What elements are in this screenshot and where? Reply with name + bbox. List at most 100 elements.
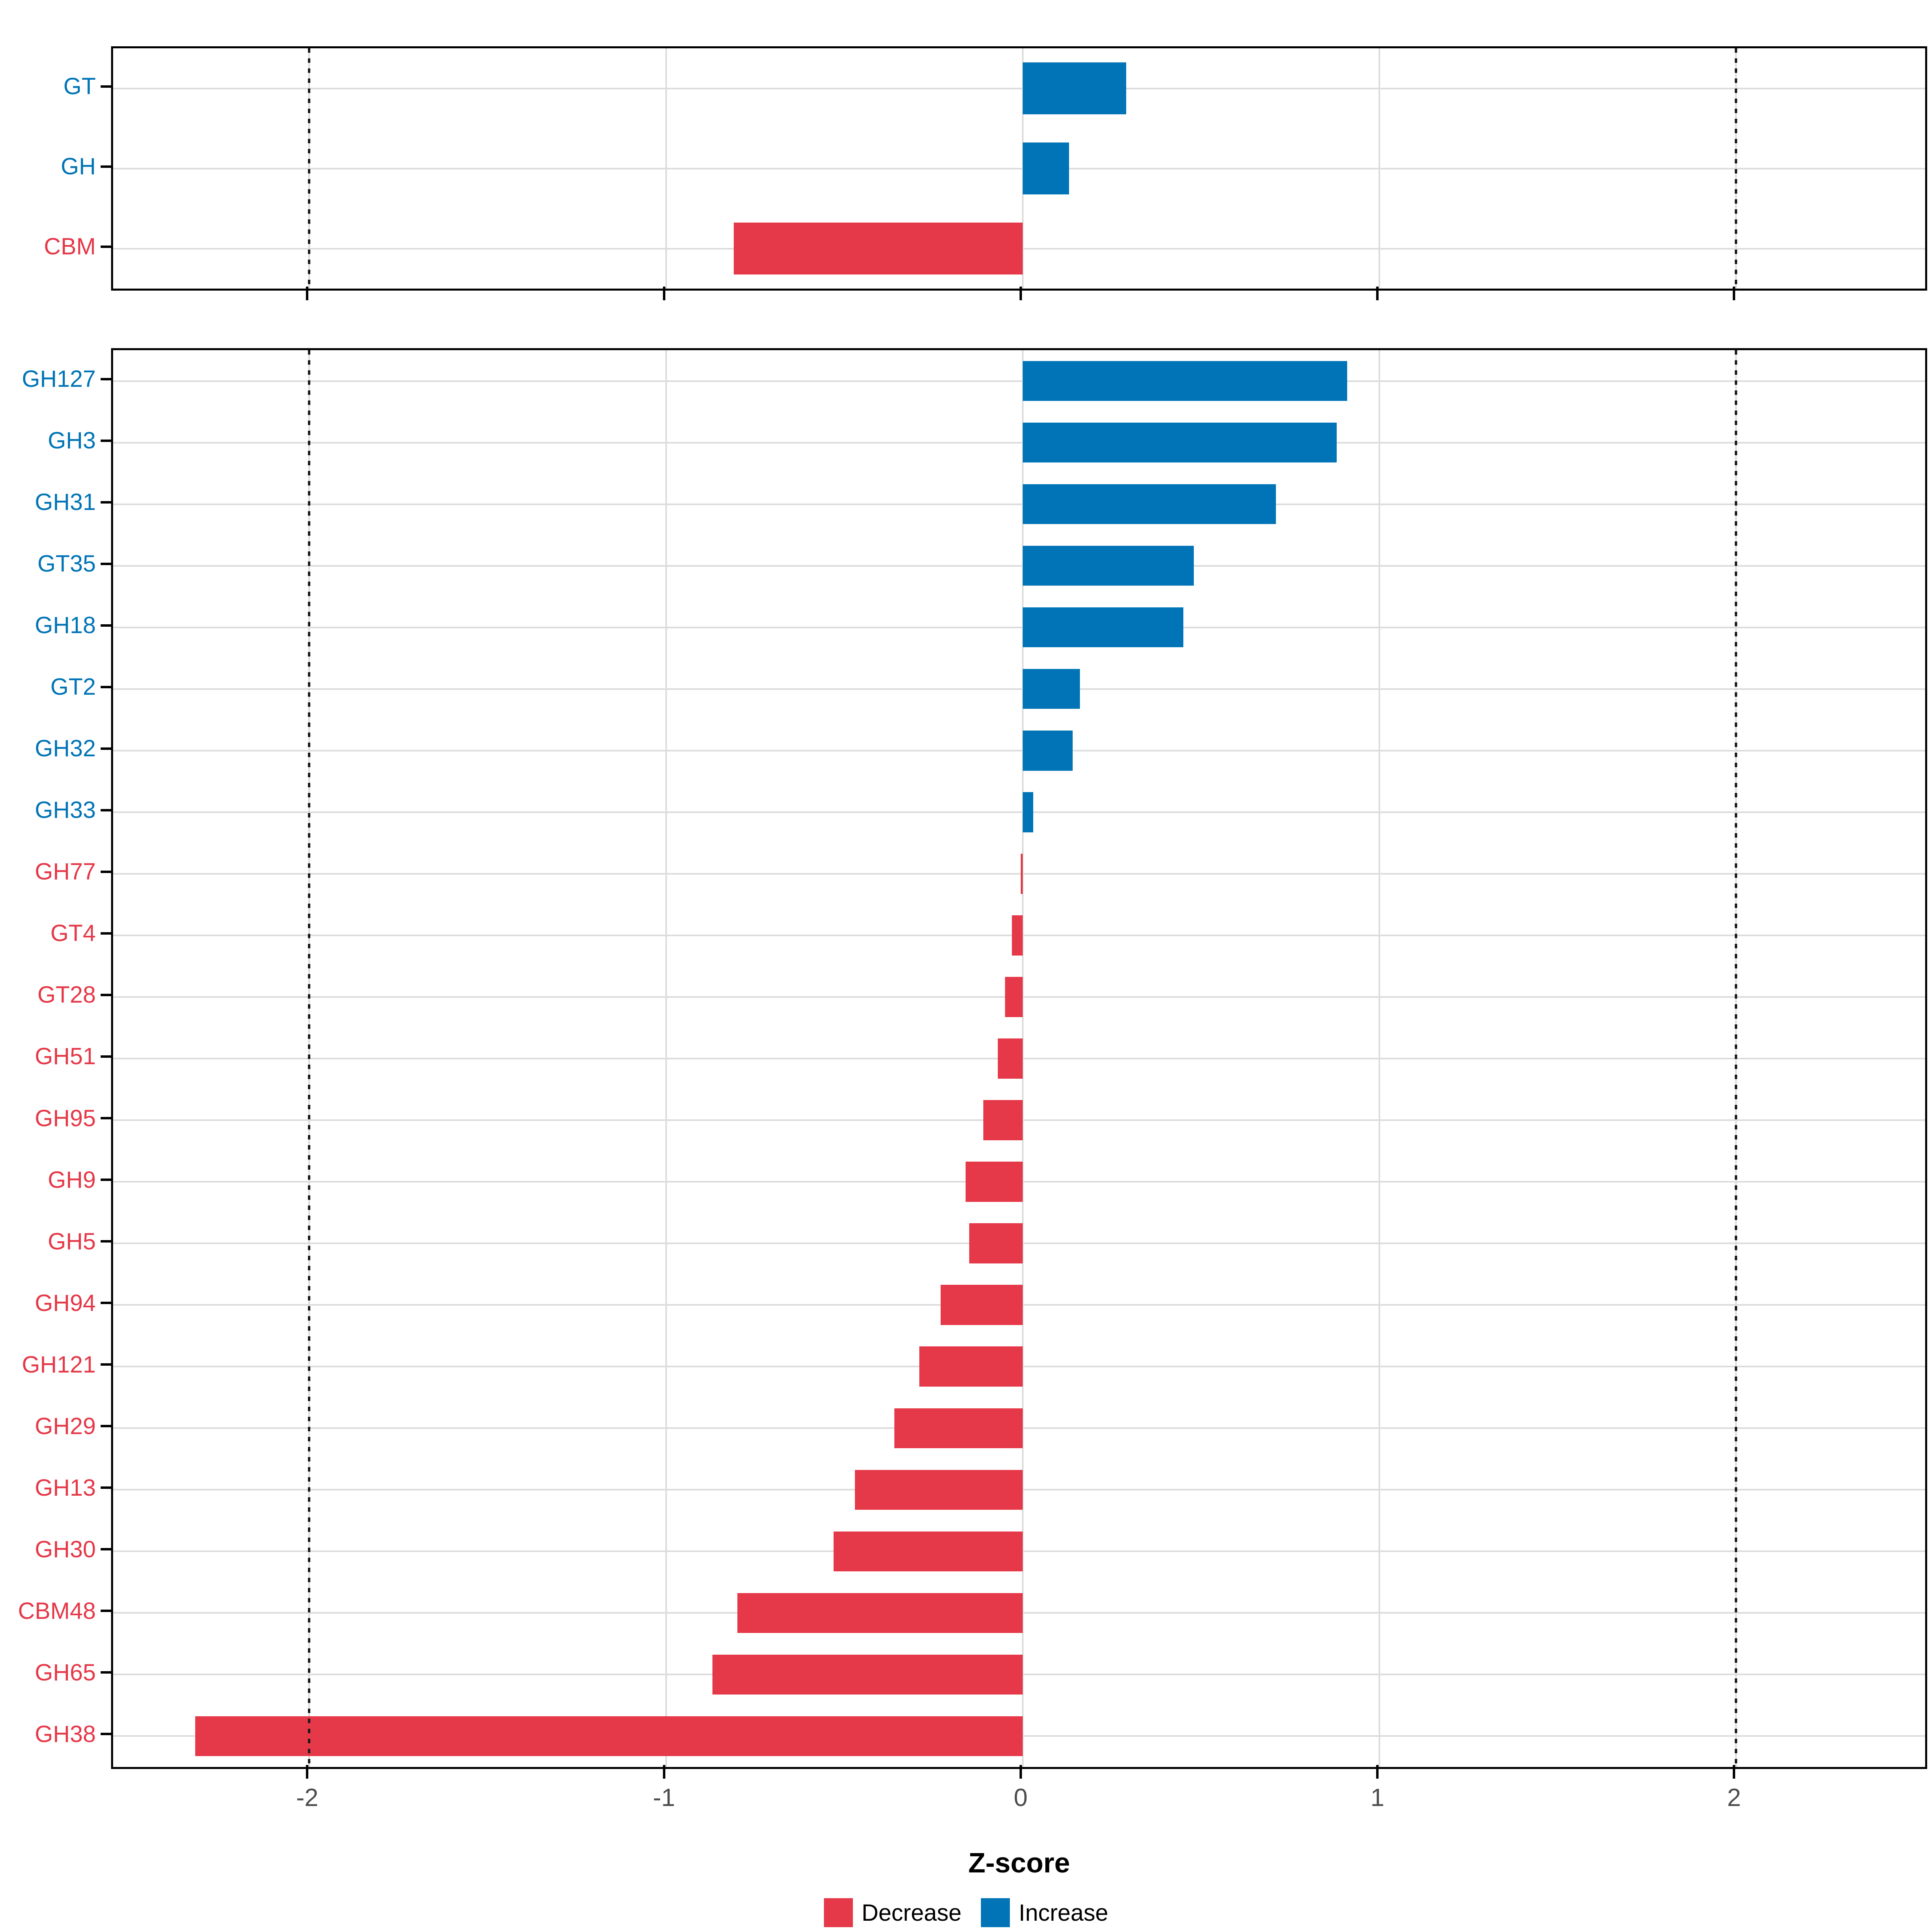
bar-GH77: [1021, 854, 1023, 894]
x-tick-bottom-1: [1376, 1765, 1379, 1779]
legend-item-increase: Increase: [980, 1898, 1108, 1927]
x-tick-label-0: 0: [1013, 1784, 1028, 1812]
y-tick-GH51: [101, 1055, 111, 1058]
legend-item-decrease: Decrease: [824, 1898, 962, 1927]
bar-GH33: [1022, 792, 1034, 832]
y-tick-GH3: [101, 439, 111, 442]
x-tick-top--1: [663, 287, 665, 300]
y-tick-GT: [101, 85, 111, 88]
gridline-row-GT2: [113, 688, 1925, 690]
x-tick-bottom--2: [306, 1765, 309, 1779]
y-label-GT35: GT35: [37, 551, 96, 577]
y-label-GH77: GH77: [35, 859, 96, 885]
y-label-GT: GT: [63, 73, 96, 99]
bar-GH31: [1022, 484, 1276, 524]
bar-GH5: [969, 1223, 1023, 1263]
bar-GH9: [966, 1162, 1023, 1202]
bar-GT28: [1005, 977, 1023, 1017]
y-label-GH65: GH65: [35, 1659, 96, 1686]
legend-label-increase: Increase: [1018, 1899, 1108, 1926]
y-tick-GT35: [101, 562, 111, 565]
y-label-GH51: GH51: [35, 1043, 96, 1070]
y-label-GH30: GH30: [35, 1536, 96, 1563]
y-label-GH9: GH9: [47, 1166, 96, 1193]
bar-GT: [1022, 62, 1126, 115]
bar-GT4: [1012, 915, 1023, 956]
bar-GH127: [1022, 361, 1348, 401]
x-tick-top-2: [1733, 287, 1736, 300]
bar-GH65: [712, 1654, 1023, 1695]
panel-top-summary: [111, 46, 1927, 291]
y-label-GT2: GT2: [50, 674, 96, 700]
y-tick-GT4: [101, 932, 111, 935]
y-label-GH31: GH31: [35, 489, 96, 516]
bar-CBM: [734, 222, 1023, 275]
gridline-row-GH127: [113, 380, 1925, 382]
gridline-row-GH18: [113, 626, 1925, 628]
bar-GT2: [1022, 669, 1080, 709]
y-tick-CBM: [101, 245, 111, 248]
y-label-GH121: GH121: [22, 1351, 96, 1378]
y-label-GT28: GT28: [37, 982, 96, 1008]
y-tick-GH38: [101, 1733, 111, 1736]
bar-GT35: [1022, 545, 1194, 586]
y-tick-GH33: [101, 809, 111, 811]
x-tick-bottom-2: [1733, 1765, 1736, 1779]
y-tick-GH13: [101, 1486, 111, 1489]
y-tick-GH: [101, 165, 111, 168]
bar-GH3: [1022, 422, 1337, 463]
gridline-row-GH31: [113, 503, 1925, 505]
y-tick-GH121: [101, 1363, 111, 1366]
y-label-GH127: GH127: [22, 366, 96, 392]
y-label-GH18: GH18: [35, 612, 96, 639]
y-tick-GH95: [101, 1117, 111, 1120]
y-label-GH33: GH33: [35, 797, 96, 824]
legend-label-decrease: Decrease: [861, 1899, 962, 1926]
reference-line--2: [308, 350, 311, 1767]
reference-line-2: [1735, 48, 1738, 289]
legend-key-decrease-swatch: [824, 1898, 853, 1927]
bar-GH30: [834, 1531, 1023, 1572]
y-label-GH: GH: [61, 153, 96, 180]
bar-GH38: [195, 1716, 1023, 1757]
gridline-row-GH3: [113, 442, 1925, 444]
gridline-row-GH32: [113, 749, 1925, 751]
y-tick-GH77: [101, 870, 111, 873]
gridline-row-GT35: [113, 565, 1925, 567]
gridline-row-GT: [113, 87, 1925, 89]
y-label-GH13: GH13: [35, 1474, 96, 1501]
y-tick-GH30: [101, 1548, 111, 1551]
gridline-row-GH: [113, 167, 1925, 169]
x-tick-top--2: [306, 287, 309, 300]
y-label-GH32: GH32: [35, 735, 96, 762]
bar-GH18: [1022, 607, 1183, 648]
bar-GH13: [855, 1470, 1023, 1510]
y-tick-GH5: [101, 1240, 111, 1243]
gridline-row-GH33: [113, 811, 1925, 813]
y-tick-GH127: [101, 378, 111, 380]
y-tick-GT2: [101, 685, 111, 688]
y-label-GH38: GH38: [35, 1721, 96, 1747]
y-tick-GH18: [101, 624, 111, 627]
x-tick-label-1: 1: [1370, 1784, 1385, 1812]
gridline-row-GH77: [113, 873, 1925, 875]
x-axis-title: Z-score: [968, 1847, 1070, 1878]
bar-GH51: [997, 1038, 1023, 1079]
bar-GH94: [941, 1285, 1023, 1325]
reference-line-2: [1735, 350, 1738, 1767]
bar-GH32: [1022, 731, 1073, 771]
x-tick-top-0: [1019, 287, 1022, 300]
y-label-GH94: GH94: [35, 1290, 96, 1316]
bar-GH95: [983, 1100, 1023, 1140]
y-label-GH3: GH3: [47, 427, 96, 454]
bar-GH29: [894, 1408, 1023, 1448]
y-label-GH95: GH95: [35, 1105, 96, 1131]
bar-CBM48: [737, 1593, 1023, 1633]
legend-key-increase-swatch: [980, 1898, 1010, 1927]
y-tick-GH94: [101, 1302, 111, 1305]
x-tick-label-2: 2: [1727, 1784, 1741, 1812]
x-tick-top-1: [1376, 287, 1379, 300]
legend: Decrease Increase: [0, 1898, 1932, 1927]
y-tick-GT28: [101, 993, 111, 996]
